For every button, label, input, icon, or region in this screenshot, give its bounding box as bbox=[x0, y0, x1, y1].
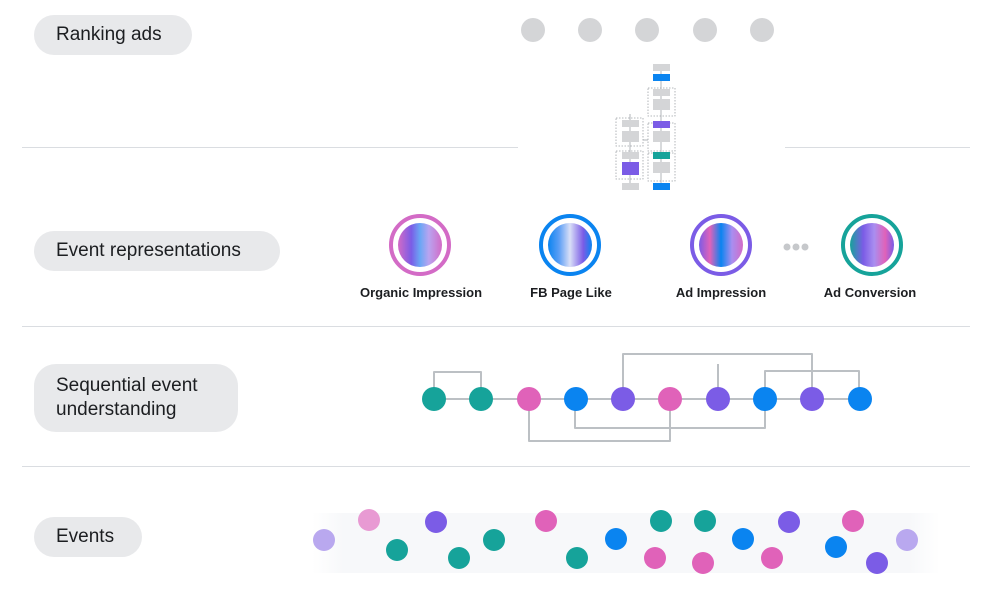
layer-label-event-representations: Event representations bbox=[34, 231, 280, 271]
ad-impression-label: Ad Impression bbox=[675, 285, 767, 300]
ranked-ad-dot bbox=[750, 18, 774, 42]
event-dot-teal bbox=[650, 510, 672, 532]
event-dot-pink bbox=[535, 510, 557, 532]
layer-label-events: Events bbox=[34, 517, 142, 557]
divider-middle bbox=[22, 326, 970, 327]
divider-top-left bbox=[22, 147, 518, 148]
layer-label-ranking-ads-text: Ranking ads bbox=[56, 24, 162, 45]
layer-label-sequential-event-understanding: Sequential event understanding bbox=[34, 364, 238, 432]
event-dot-purple bbox=[866, 552, 888, 574]
event-dot-pink bbox=[644, 547, 666, 569]
sequence-node-purple bbox=[800, 387, 824, 411]
event-dot-blue bbox=[825, 536, 847, 558]
event-dot-teal bbox=[566, 547, 588, 569]
event-dot-teal bbox=[386, 539, 408, 561]
event-dot-teal bbox=[483, 529, 505, 551]
ranked-ad-dot bbox=[521, 18, 545, 42]
event-dot-pink bbox=[692, 552, 714, 574]
sequence-connectors bbox=[433, 353, 860, 442]
event-dot-pink-light bbox=[358, 509, 380, 531]
sequence-node-pink bbox=[517, 387, 541, 411]
sequence-node-pink bbox=[658, 387, 682, 411]
event-dot-blue bbox=[605, 528, 627, 550]
sequence-node-purple bbox=[611, 387, 635, 411]
event-dot-purple-light bbox=[896, 529, 918, 551]
sequence-node-blue bbox=[564, 387, 588, 411]
ad-conversion-icon bbox=[841, 214, 903, 276]
ranked-ad-dot bbox=[578, 18, 602, 42]
event-dot-purple bbox=[425, 511, 447, 533]
fb-page-like-label: FB Page Like bbox=[530, 285, 612, 300]
layer-label-ranking-ads: Ranking ads bbox=[34, 15, 192, 55]
organic-impression-label: Organic Impression bbox=[359, 285, 483, 300]
sequence-node-purple bbox=[706, 387, 730, 411]
event-dot-teal bbox=[448, 547, 470, 569]
divider-bottom bbox=[22, 466, 970, 467]
sequence-node-teal bbox=[422, 387, 446, 411]
sequence-node-blue bbox=[848, 387, 872, 411]
event-dot-pink bbox=[761, 547, 783, 569]
layer-label-sequential-line2: understanding bbox=[56, 399, 177, 420]
ranked-ads-row bbox=[521, 18, 774, 42]
sequence-node-teal bbox=[469, 387, 493, 411]
event-dot-teal bbox=[694, 510, 716, 532]
ranked-ad-dot bbox=[635, 18, 659, 42]
sequence-nodes bbox=[422, 387, 872, 411]
layer-label-events-text: Events bbox=[56, 526, 115, 547]
ad-conversion-label: Ad Conversion bbox=[823, 285, 917, 300]
layer-label-sequential-line1: Sequential event bbox=[56, 375, 198, 396]
event-dots bbox=[313, 509, 918, 574]
event-dot-blue bbox=[732, 528, 754, 550]
event-dot-purple bbox=[778, 511, 800, 533]
ranked-ad-dot bbox=[693, 18, 717, 42]
model-architecture-icon bbox=[615, 64, 676, 190]
more-representations-ellipsis bbox=[783, 243, 809, 251]
divider-top-right bbox=[785, 147, 970, 148]
sequence-node-blue bbox=[753, 387, 777, 411]
event-dot-pink bbox=[842, 510, 864, 532]
fb-page-like-icon bbox=[539, 214, 601, 276]
event-dot-purple-light bbox=[313, 529, 335, 551]
organic-impression-icon bbox=[389, 214, 451, 276]
layer-label-event-representations-text: Event representations bbox=[56, 240, 241, 261]
ad-impression-icon bbox=[690, 214, 752, 276]
